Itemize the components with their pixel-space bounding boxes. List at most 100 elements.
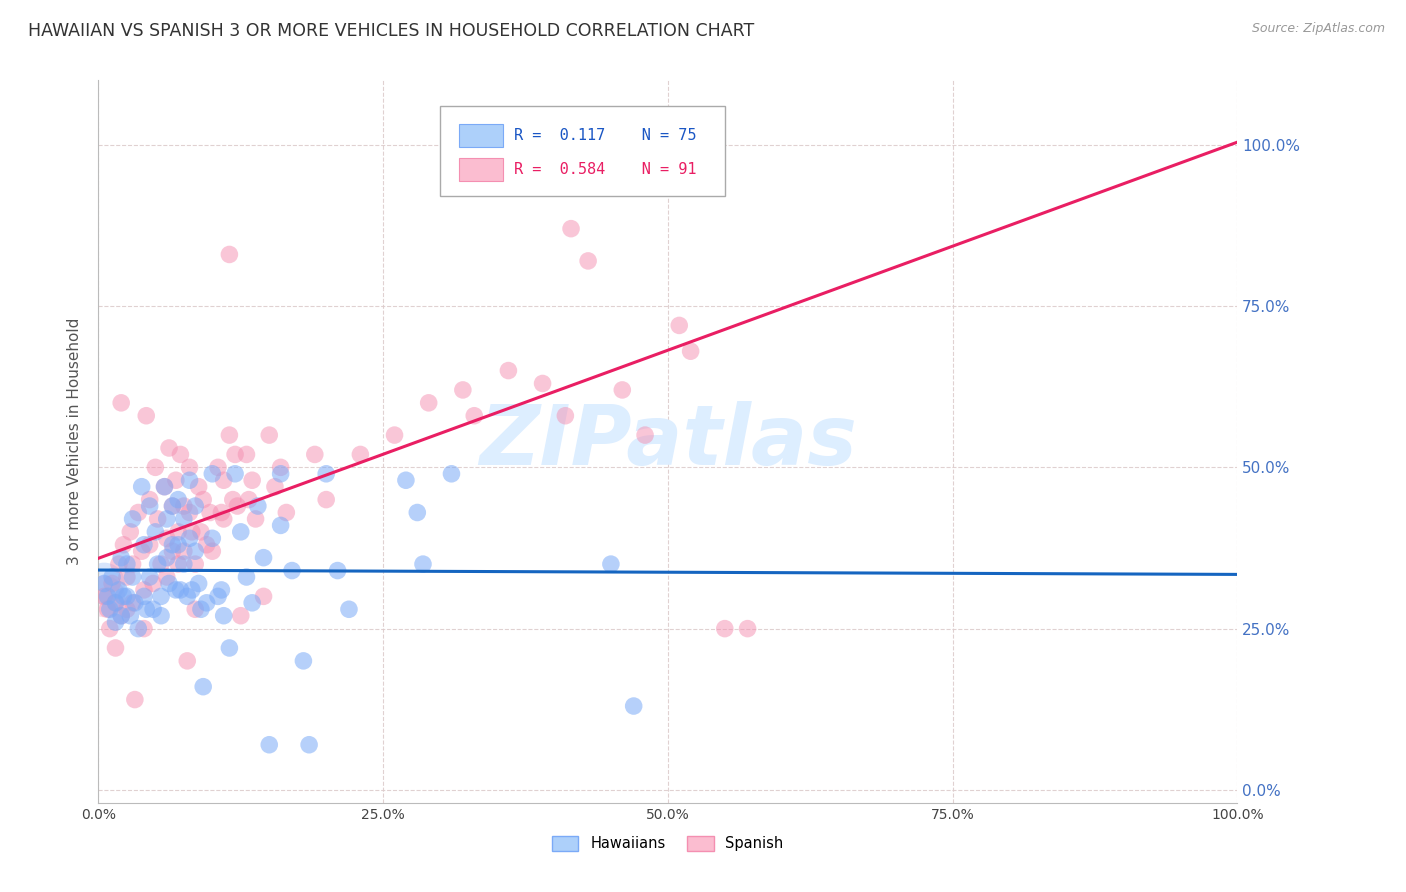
Point — [162, 544, 184, 558]
Point — [451, 383, 474, 397]
Point — [180, 582, 202, 597]
Point — [218, 640, 240, 655]
Point — [110, 396, 132, 410]
Point — [292, 654, 315, 668]
Point — [115, 570, 138, 584]
Point — [612, 383, 634, 397]
Point — [224, 467, 246, 481]
Point — [146, 512, 169, 526]
Point — [104, 596, 127, 610]
Point — [121, 570, 143, 584]
Point — [207, 590, 229, 604]
Point — [240, 596, 263, 610]
Point — [96, 590, 118, 604]
Text: HAWAIIAN VS SPANISH 3 OR MORE VEHICLES IN HOUSEHOLD CORRELATION CHART: HAWAIIAN VS SPANISH 3 OR MORE VEHICLES I… — [28, 22, 755, 40]
Point — [179, 531, 201, 545]
Point — [138, 499, 160, 513]
Point — [315, 492, 337, 507]
Point — [165, 473, 187, 487]
Point — [187, 480, 209, 494]
Point — [179, 460, 201, 475]
Point — [201, 467, 224, 481]
Point — [96, 602, 118, 616]
Point — [156, 531, 179, 545]
Point — [138, 570, 160, 584]
Point — [104, 640, 127, 655]
Point — [93, 576, 115, 591]
Point — [162, 499, 184, 513]
Point — [167, 538, 190, 552]
Point — [412, 557, 434, 571]
Point — [167, 492, 190, 507]
Point — [229, 524, 252, 539]
Point — [270, 460, 292, 475]
Text: R =  0.117    N = 75: R = 0.117 N = 75 — [515, 128, 696, 144]
Point — [209, 582, 232, 597]
Point — [112, 590, 135, 604]
Point — [270, 467, 292, 481]
FancyBboxPatch shape — [440, 105, 725, 196]
Point — [259, 738, 281, 752]
Point — [737, 622, 759, 636]
Point — [193, 492, 215, 507]
Point — [169, 447, 191, 461]
Point — [131, 480, 153, 494]
Point — [600, 557, 623, 571]
Point — [226, 499, 249, 513]
Point — [337, 602, 360, 616]
Point — [115, 602, 138, 616]
Point — [179, 473, 201, 487]
Point — [121, 512, 143, 526]
Point — [190, 602, 212, 616]
Point — [531, 376, 554, 391]
Point — [235, 447, 257, 461]
Point — [270, 518, 292, 533]
Point — [157, 576, 180, 591]
Point — [195, 596, 218, 610]
Point — [222, 492, 245, 507]
Legend: Hawaiians, Spanish: Hawaiians, Spanish — [547, 830, 789, 857]
Point — [173, 512, 195, 526]
Point — [498, 363, 520, 377]
Point — [212, 473, 235, 487]
Point — [138, 538, 160, 552]
Point — [281, 564, 304, 578]
Point — [193, 680, 215, 694]
Point — [315, 467, 337, 481]
Point — [142, 576, 165, 591]
Point — [224, 447, 246, 461]
Point — [132, 582, 155, 597]
Point — [173, 557, 195, 571]
Point — [276, 506, 298, 520]
Point — [229, 608, 252, 623]
Point — [560, 221, 582, 235]
Text: Source: ZipAtlas.com: Source: ZipAtlas.com — [1251, 22, 1385, 36]
Point — [98, 622, 121, 636]
Point — [463, 409, 485, 423]
Point — [246, 499, 269, 513]
Point — [150, 590, 173, 604]
Point — [110, 608, 132, 623]
Point — [180, 524, 202, 539]
Point — [127, 622, 149, 636]
Point — [167, 524, 190, 539]
Point — [184, 499, 207, 513]
Bar — [460, 124, 503, 147]
Point — [101, 570, 124, 584]
Point — [238, 492, 260, 507]
Point — [150, 608, 173, 623]
Point — [576, 254, 599, 268]
Text: ZIPatlas: ZIPatlas — [479, 401, 856, 482]
Point — [240, 473, 263, 487]
Point — [235, 570, 257, 584]
Point — [156, 550, 179, 565]
Point — [120, 524, 142, 539]
Point — [679, 344, 702, 359]
Point — [93, 590, 115, 604]
Point — [108, 557, 131, 571]
Point — [145, 460, 167, 475]
Point — [132, 590, 155, 604]
Point — [115, 590, 138, 604]
Point — [259, 428, 281, 442]
Point — [169, 582, 191, 597]
